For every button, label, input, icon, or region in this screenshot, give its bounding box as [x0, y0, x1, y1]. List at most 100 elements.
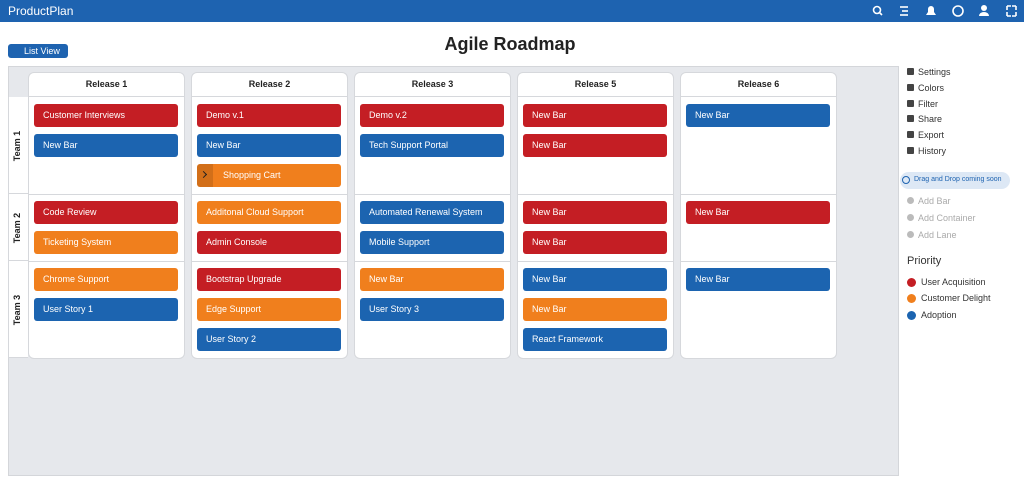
bar-label: New Bar — [532, 237, 567, 247]
sidebar-action[interactable]: Share — [907, 114, 942, 124]
sidebar-action[interactable]: Filter — [907, 99, 938, 109]
roadmap-bar[interactable]: User Story 1 — [34, 298, 178, 321]
roadmap-bar[interactable]: New Bar — [686, 268, 830, 291]
roadmap-bar[interactable]: New Bar — [523, 134, 667, 157]
brand[interactable]: ProductPlan — [8, 4, 74, 18]
lane-label-cell — [8, 97, 28, 194]
roadmap-bar[interactable]: Customer Interviews — [34, 104, 178, 127]
lane-divider — [191, 261, 348, 262]
release-header[interactable]: Release 1 — [28, 72, 185, 97]
roadmap-bar[interactable]: Bootstrap Upgrade — [197, 268, 341, 291]
roadmap-bar[interactable]: New Bar — [523, 298, 667, 321]
roadmap-bar[interactable]: Ticketing System — [34, 231, 178, 254]
bar-label: Additonal Cloud Support — [206, 207, 304, 217]
roadmap-bar[interactable]: New Bar — [523, 201, 667, 224]
lane-divider — [680, 194, 837, 195]
lane-label: Team 2 — [12, 212, 22, 243]
top-icons — [872, 5, 1017, 17]
bar-label: New Bar — [43, 140, 78, 150]
bar-label: Bootstrap Upgrade — [206, 274, 282, 284]
bar-label: New Bar — [532, 304, 567, 314]
lane-divider — [354, 194, 511, 195]
lane-divider — [354, 261, 511, 262]
bar-label: New Bar — [532, 207, 567, 217]
roadmap-bar[interactable]: Automated Renewal System — [360, 201, 504, 224]
lane-divider — [517, 194, 674, 195]
bar-label: New Bar — [532, 274, 567, 284]
bar-label: New Bar — [532, 110, 567, 120]
bar-label: Ticketing System — [43, 237, 112, 247]
roadmap-bar[interactable]: User Story 2 — [197, 328, 341, 351]
roadmap-bar[interactable]: New Bar — [197, 134, 341, 157]
bar-label: Customer Interviews — [43, 110, 126, 120]
bar-label: New Bar — [695, 110, 730, 120]
bar-label: New Bar — [695, 207, 730, 217]
roadmap-bar[interactable]: Additonal Cloud Support — [197, 201, 341, 224]
roadmap-bar[interactable]: New Bar — [686, 104, 830, 127]
release-header[interactable]: Release 5 — [517, 72, 674, 97]
roadmap-title: Agile Roadmap — [444, 34, 576, 54]
lane-label: Team 3 — [12, 294, 22, 325]
sidebar-action[interactable]: History — [907, 146, 946, 156]
bar-label: Admin Console — [206, 237, 268, 247]
sidebar-action[interactable]: Colors — [907, 83, 944, 93]
release-header[interactable]: Release 3 — [354, 72, 511, 97]
bar-label: Mobile Support — [369, 237, 430, 247]
roadmap-bar[interactable]: New Bar — [523, 231, 667, 254]
roadmap-bar[interactable]: Tech Support Portal — [360, 134, 504, 157]
roadmap-bar[interactable]: Shopping Cart — [197, 164, 341, 187]
bar-label: Shopping Cart — [223, 170, 281, 180]
add-action[interactable]: Add Lane — [907, 230, 957, 240]
notice: Drag and Drop coming soon — [900, 172, 1010, 189]
lane-divider — [517, 261, 674, 262]
bar-label: Edge Support — [206, 304, 262, 314]
lane-divider — [680, 261, 837, 262]
lane-label-cell — [8, 194, 28, 261]
list-view-button[interactable]: List View — [8, 44, 68, 58]
roadmap-bar[interactable]: React Framework — [523, 328, 667, 351]
lane-divider — [28, 194, 185, 195]
sidebar-action[interactable]: Settings — [907, 67, 951, 77]
notice-icon — [902, 176, 910, 184]
release-header[interactable]: Release 6 — [680, 72, 837, 97]
bar-label: New Bar — [695, 274, 730, 284]
sidebar-action[interactable]: Export — [907, 130, 944, 140]
bar-label: Demo v.1 — [206, 110, 244, 120]
add-action[interactable]: Add Container — [907, 213, 976, 223]
roadmap-bar[interactable]: Chrome Support — [34, 268, 178, 291]
bar-label: Automated Renewal System — [369, 207, 483, 217]
roadmap-bar[interactable]: Admin Console — [197, 231, 341, 254]
roadmap-bar[interactable]: Demo v.2 — [360, 104, 504, 127]
legend-swatch — [907, 310, 916, 320]
legend-label: User Acquisition — [921, 277, 986, 287]
roadmap-bar[interactable]: New Bar — [360, 268, 504, 291]
roadmap-bar[interactable]: Edge Support — [197, 298, 341, 321]
release-header[interactable]: Release 2 — [191, 72, 348, 97]
legend-label: Customer Delight — [921, 293, 991, 304]
bar-label: Code Review — [43, 207, 97, 217]
expand-toggle[interactable] — [197, 164, 213, 187]
bar-label: Chrome Support — [43, 274, 110, 284]
roadmap-bar[interactable]: User Story 3 — [360, 298, 504, 321]
roadmap-bar[interactable]: Code Review — [34, 201, 178, 224]
legend-swatch — [907, 278, 916, 287]
legend-swatch — [907, 294, 916, 304]
legend-label: Adoption — [921, 309, 957, 320]
bar-label: User Story 1 — [43, 304, 94, 314]
roadmap-bar[interactable]: New Bar — [686, 201, 830, 224]
bar-label: New Bar — [206, 140, 241, 150]
bar-label: New Bar — [532, 140, 567, 150]
roadmap-bar[interactable]: New Bar — [34, 134, 178, 157]
roadmap-bar[interactable]: New Bar — [523, 268, 667, 291]
bar-label: Tech Support Portal — [369, 140, 449, 150]
lane-divider — [191, 194, 348, 195]
roadmap-bar[interactable]: New Bar — [523, 104, 667, 127]
lane-divider — [28, 261, 185, 262]
top-bar — [0, 0, 1024, 22]
bar-label: New Bar — [369, 274, 404, 284]
roadmap-bar[interactable]: Demo v.1 — [197, 104, 341, 127]
add-action[interactable]: Add Bar — [907, 196, 951, 206]
bar-label: React Framework — [532, 334, 604, 344]
lane-label-cell — [8, 261, 28, 358]
roadmap-bar[interactable]: Mobile Support — [360, 231, 504, 254]
